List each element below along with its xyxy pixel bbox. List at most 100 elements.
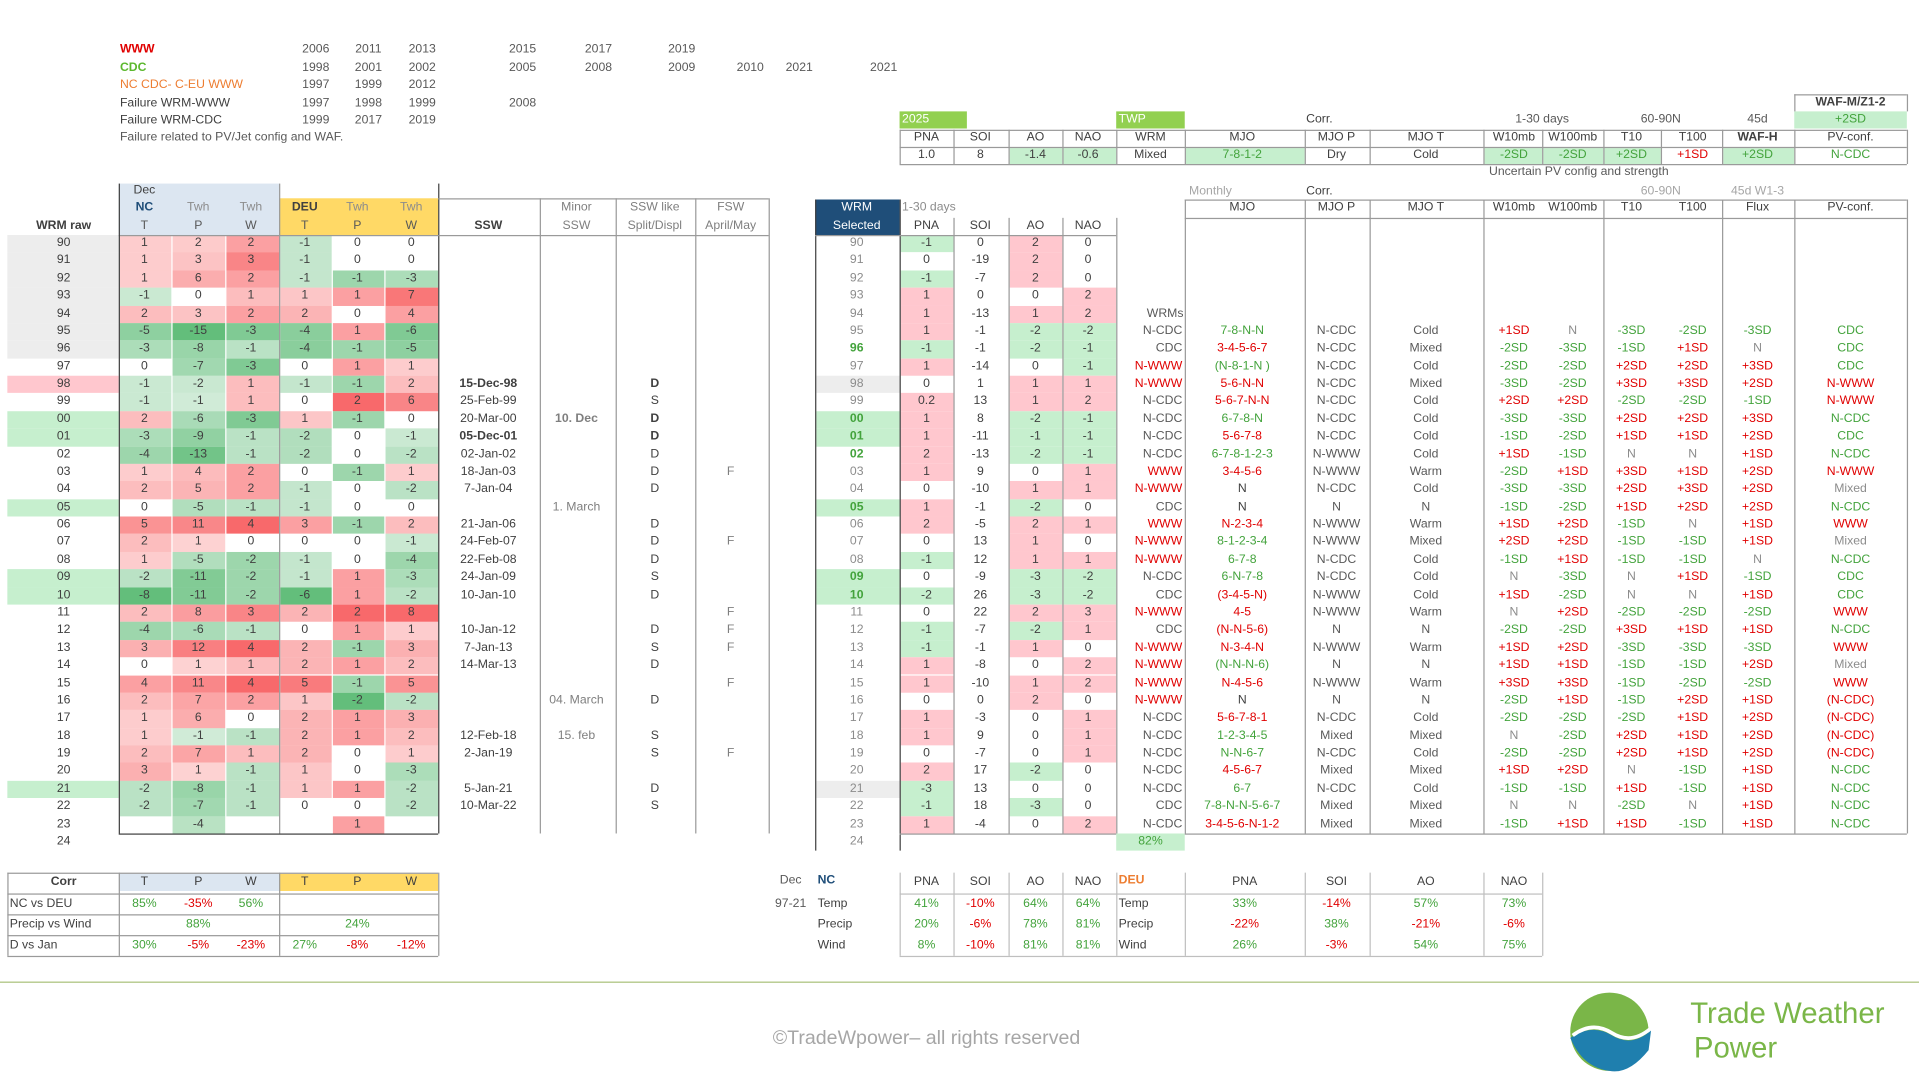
mjo-p: N-WWW [1312, 535, 1361, 549]
column-header: WRM [841, 200, 873, 215]
heat-cell [172, 745, 226, 763]
row-label: 19 [849, 746, 864, 761]
corr-value: -22% [1230, 917, 1260, 932]
sd-value: +1SD [1677, 711, 1709, 725]
heat-cell [226, 322, 280, 341]
row-label: 05 [849, 500, 864, 514]
grid-line [1369, 199, 1371, 834]
sd-value: +1SD [1742, 535, 1774, 549]
wrm-type: N-WWW [1134, 359, 1183, 373]
index-value: -19 [971, 253, 990, 268]
heat-cell [900, 446, 954, 464]
sd-value: +3SD [1498, 676, 1530, 690]
sd-value: -3SD [1743, 324, 1772, 338]
sd-value: -1SD [1617, 341, 1646, 356]
mjo-p: N-WWW [1312, 640, 1361, 655]
heat-cell [332, 569, 385, 587]
heat-value: 0 [407, 412, 415, 426]
index-value: -2 [1029, 623, 1041, 637]
grid-line [7, 935, 439, 937]
heat-cell [119, 534, 172, 552]
heat-cell [900, 322, 954, 341]
index-value: 2 [1084, 658, 1092, 673]
sd-value: +1SD [1615, 429, 1647, 444]
column-header: Twh [239, 200, 263, 215]
label-fill [816, 586, 900, 605]
index-value: 1 [1084, 728, 1092, 743]
corr-value: 85% [132, 897, 157, 911]
ssw-date: 22-Feb-08 [460, 552, 517, 567]
sd-value: N [1509, 799, 1519, 813]
heat-cell [385, 604, 439, 623]
sd-value: -2SD [1558, 500, 1587, 514]
mjo-t: Mixed [1409, 341, 1443, 356]
mjo-phase: 4-5 [1233, 605, 1252, 620]
heat-cell [1063, 727, 1117, 746]
row-label: 95 [849, 324, 864, 338]
sd-value: N [1627, 588, 1636, 602]
index-value: -1 [921, 552, 932, 567]
sd-value: -1SD [1678, 535, 1707, 549]
legend-year: 2001 [354, 61, 383, 75]
heat-value: 2 [247, 482, 255, 497]
mjo-p: N-WWW [1312, 676, 1361, 690]
row-label: 04 [56, 482, 71, 497]
mjo-phase: 4-5-6-7 [1222, 764, 1262, 778]
column-header: AO [1416, 875, 1435, 889]
heat-cell [385, 270, 439, 288]
wrm-type: CDC [1155, 588, 1183, 602]
heat-cell [280, 410, 332, 429]
grid-line [1906, 129, 1909, 165]
heat-cell [172, 569, 226, 587]
heat-value: -9 [192, 429, 204, 444]
grid-line [768, 198, 770, 834]
heat-value: 2 [141, 693, 148, 708]
mjo-t: Warm [1409, 676, 1442, 690]
pv-conf: N-CDC [1830, 623, 1871, 637]
mjo-p: N-CDC [1316, 341, 1357, 356]
heat-value: -1 [245, 728, 257, 743]
sd-value: -2SD [1617, 799, 1646, 813]
heat-cell [1009, 762, 1063, 781]
pv-conf: WWW [1833, 640, 1868, 655]
pv-conf: (N-CDC) [1826, 746, 1875, 761]
row-label: 93 [56, 288, 71, 303]
index-value: 0 [1032, 658, 1039, 673]
heat-value: 0 [407, 253, 415, 268]
sd-value: +1SD [1557, 465, 1589, 479]
mjo-phase: 6-N-7-8 [1221, 570, 1264, 585]
heat-cell [900, 639, 954, 658]
row-label: 00 [56, 412, 71, 426]
index-value: -2 [921, 588, 932, 602]
label-fill [7, 322, 119, 341]
grid-line [1483, 872, 1485, 956]
legend-year: 2019 [668, 42, 696, 57]
mjo-t: Cold [1413, 570, 1439, 585]
sd-value: -3SD [1500, 412, 1528, 426]
heat-cell [385, 340, 439, 359]
heat-value: 1 [194, 658, 202, 673]
mjo-p: N [1332, 623, 1341, 637]
index-value: 1 [976, 376, 984, 391]
heat-cell [332, 322, 385, 341]
sd-value: N [1509, 570, 1519, 585]
heat-cell [1063, 710, 1117, 728]
sd-value: -2SD [1617, 711, 1646, 725]
table-title: WRM raw [36, 219, 92, 233]
index-value: 3 [1084, 605, 1092, 620]
mjo-p: N-WWW [1312, 517, 1361, 532]
heat-cell [1063, 446, 1117, 464]
heat-cell [332, 287, 385, 306]
legend-year: 1999 [302, 113, 330, 128]
wrm-type: N-WWW [1134, 693, 1183, 708]
outlook-value: 7-8-1-2 [1222, 148, 1262, 162]
grid-line [1116, 872, 1118, 956]
heat-cell [1009, 340, 1063, 359]
heat-value: -8 [192, 781, 204, 796]
corr-value: -3% [1325, 938, 1348, 953]
row-label: 96 [849, 341, 864, 356]
legend-year: 2011 [355, 42, 382, 57]
heat-value: 2 [353, 605, 361, 620]
grid-line [899, 146, 1907, 149]
heat-value: -2 [405, 588, 417, 602]
